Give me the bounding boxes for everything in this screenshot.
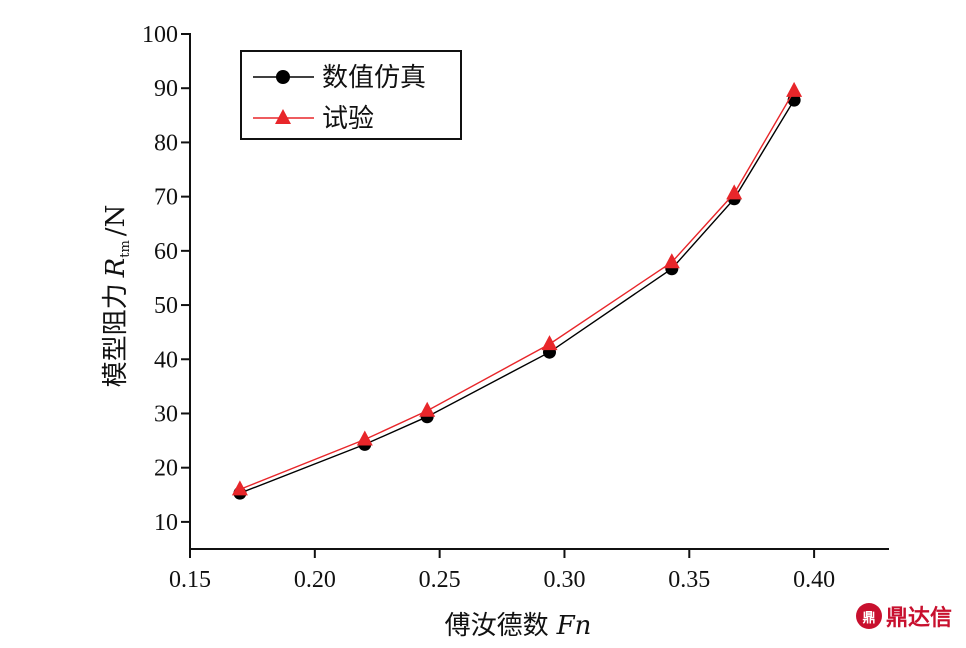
watermark-text: 鼎达信 — [885, 606, 952, 631]
y-tick-label: 80 — [154, 130, 178, 156]
x-axis-title: 傅汝德数 Fn — [445, 611, 592, 641]
y-axis-unit: /N — [101, 205, 131, 237]
y-axis-title: 模型阻力 Rtm/N — [101, 205, 133, 388]
legend: 数值仿真 试验 — [240, 50, 462, 140]
x-axis-label: 傅汝德数 — [445, 611, 549, 641]
watermark-logo-icon: 鼎 — [855, 603, 882, 629]
legend-label-experiment: 试验 — [322, 104, 374, 134]
y-axis-label: 模型阻力 — [101, 283, 131, 387]
data-point — [231, 480, 248, 496]
data-point — [541, 335, 558, 351]
y-tick-label: 60 — [154, 239, 178, 265]
y-tick-label: 10 — [154, 510, 178, 536]
y-tick-label: 50 — [154, 293, 178, 319]
x-tick-label: 0.40 — [793, 567, 835, 593]
y-tick-label: 30 — [154, 401, 178, 427]
x-tick-label: 0.30 — [543, 567, 585, 593]
legend-marker-experiment — [275, 109, 291, 124]
x-tick-label: 0.25 — [419, 567, 461, 593]
ticks: 10 20 30 40 50 60 70 80 90 100 0.15 0.20 0.25 0.30 0.3… — [142, 22, 835, 593]
data-point — [726, 184, 743, 200]
y-tick-label: 100 — [142, 22, 178, 48]
y-tick-label: 40 — [154, 347, 178, 373]
y-axis-symbol: R — [101, 258, 131, 279]
series-simulation — [233, 93, 801, 500]
x-tick-label: 0.35 — [668, 567, 710, 593]
y-tick-label: 70 — [154, 185, 178, 211]
y-axis-subscript: tm — [118, 240, 133, 258]
y-tick-label: 90 — [154, 76, 178, 102]
series-experiment — [231, 81, 803, 496]
x-axis-symbol: Fn — [556, 611, 592, 641]
series-line — [239, 99, 795, 494]
axes — [189, 33, 889, 550]
series-layer — [231, 81, 803, 500]
data-point — [419, 401, 436, 417]
data-point — [786, 81, 803, 97]
watermark: 鼎 鼎达信 — [855, 600, 952, 632]
series-line — [239, 90, 795, 491]
data-point — [356, 430, 373, 446]
data-point — [663, 253, 680, 269]
legend-marker-simulation — [276, 70, 290, 84]
x-tick-label: 0.15 — [169, 567, 211, 593]
x-tick-label: 0.20 — [294, 567, 336, 593]
legend-label-simulation: 数值仿真 — [322, 63, 426, 93]
legend-box — [240, 50, 462, 140]
y-tick-label: 20 — [154, 456, 178, 482]
